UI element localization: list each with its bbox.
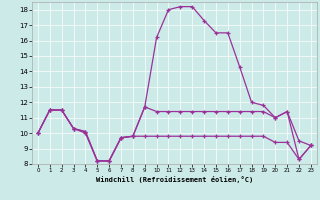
- X-axis label: Windchill (Refroidissement éolien,°C): Windchill (Refroidissement éolien,°C): [96, 176, 253, 183]
